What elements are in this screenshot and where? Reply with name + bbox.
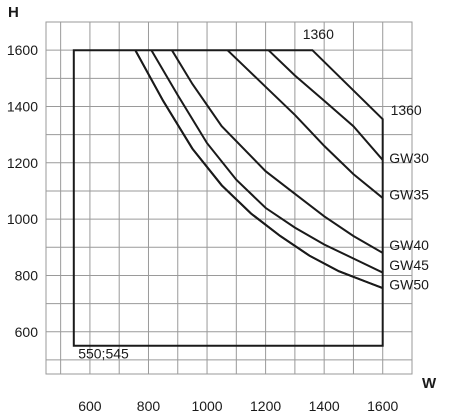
annotation-label: GW45	[389, 257, 429, 273]
y-tick-label: 1000	[7, 211, 38, 227]
grid-layer	[45, 21, 413, 375]
x-tick-label: 1000	[191, 398, 222, 414]
annotation-label: 550;545	[78, 346, 129, 362]
annotation-label: 1360	[303, 26, 334, 42]
annotation-label: 1360	[391, 102, 422, 118]
y-tick-label: 1400	[7, 98, 38, 114]
annotation-label: GW30	[389, 150, 429, 166]
y-tick-label: 1200	[7, 155, 38, 171]
labels-layer: 1360 1360 GW30 GW35 GW40 GW45 GW50 550;545	[78, 26, 429, 362]
y-tick-label: 600	[15, 324, 39, 340]
y-tick-label: 800	[15, 267, 39, 283]
series-line-gw35	[171, 49, 384, 254]
series-line-1360	[267, 49, 384, 161]
series-line-gw50	[134, 49, 384, 290]
x-axis-title: W	[422, 375, 437, 392]
envelope-boundary	[72, 49, 384, 347]
x-tick-label: 600	[78, 398, 102, 414]
annotation-label: GW40	[389, 237, 429, 253]
x-tick-label: 800	[137, 398, 161, 414]
y-tick-label: 1600	[7, 42, 38, 58]
series-line-gw30	[226, 49, 384, 199]
plot-frame	[45, 21, 413, 375]
annotation-label: GW35	[389, 186, 429, 202]
series-line-gw40	[150, 49, 384, 274]
ticks-layer: 600 800 1000 1200 1400 1600 600 800 1000 1200 1400…	[7, 42, 399, 414]
x-tick-label: 1600	[367, 398, 398, 414]
x-tick-label: 1400	[309, 398, 340, 414]
y-axis-title: H	[8, 4, 19, 21]
annotation-label: GW50	[389, 277, 429, 293]
x-tick-label: 1200	[250, 398, 281, 414]
series-layer	[134, 49, 384, 290]
envelope-layer	[72, 49, 384, 347]
